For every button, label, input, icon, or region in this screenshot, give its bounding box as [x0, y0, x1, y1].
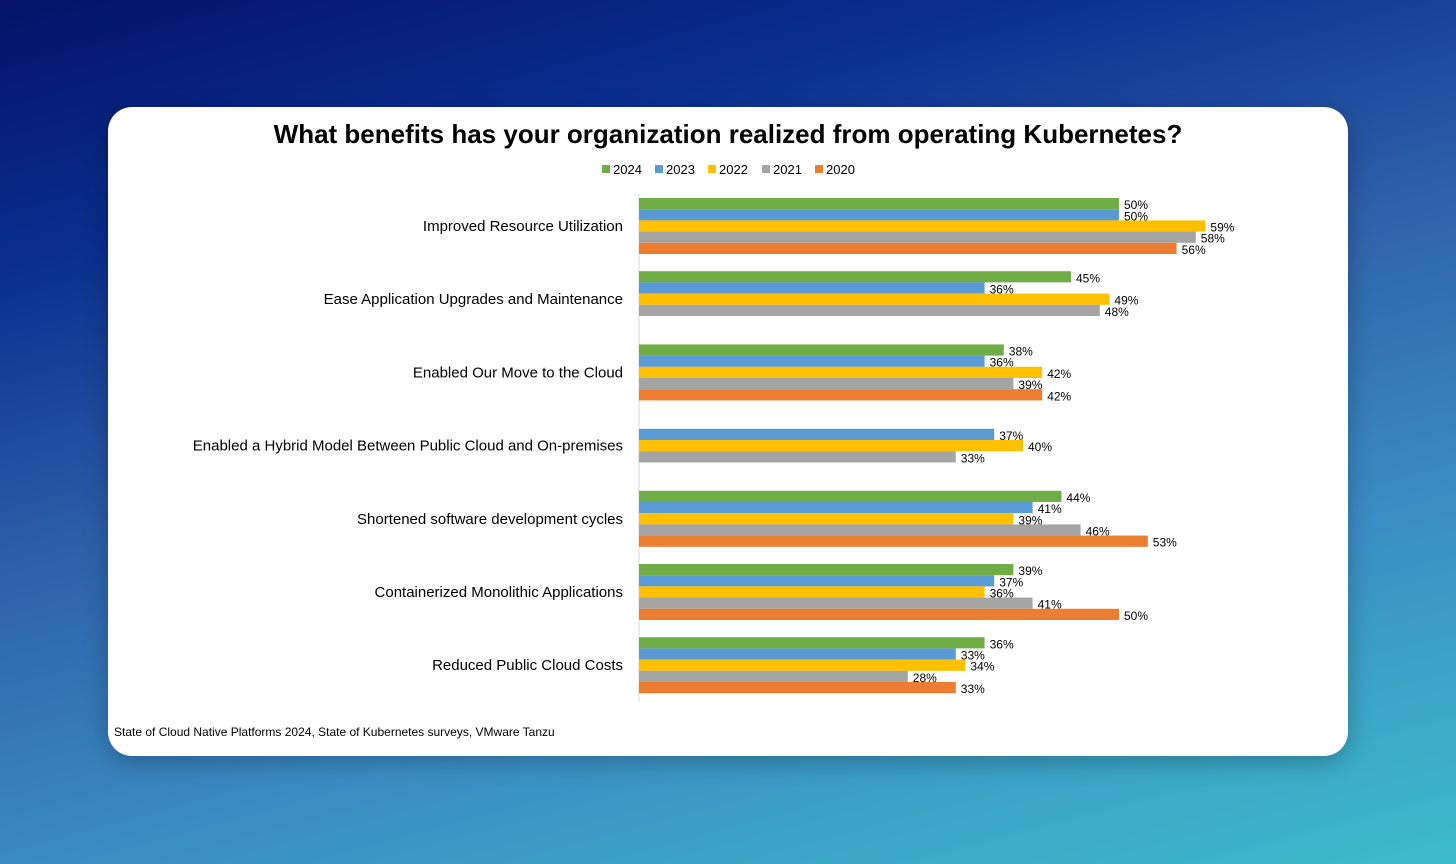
value-label: 33% — [961, 451, 985, 465]
bar-2020 — [639, 242, 1177, 254]
bar-2023 — [639, 282, 985, 294]
value-label: 44% — [1066, 491, 1090, 505]
bar-2020 — [639, 535, 1148, 547]
value-label: 53% — [1153, 536, 1177, 550]
bar-2022 — [639, 440, 1023, 452]
bars — [639, 198, 1206, 694]
bar-2021 — [639, 670, 908, 682]
value-label: 33% — [961, 682, 985, 696]
category-label: Enabled a Hybrid Model Between Public Cl… — [193, 438, 623, 455]
bar-2024 — [639, 564, 1014, 576]
value-label: 41% — [1038, 598, 1062, 612]
value-label: 38% — [1009, 345, 1033, 359]
category-label: Improved Resource Utilization — [423, 218, 623, 235]
bar-2022 — [639, 293, 1110, 305]
chart-title: What benefits has your organization real… — [274, 119, 1183, 149]
value-label: 40% — [1028, 440, 1052, 454]
bar-2023 — [639, 575, 995, 587]
bar-2022 — [639, 513, 1014, 525]
chart: What benefits has your organization real… — [114, 119, 1235, 739]
value-labels: 50%50%59%58%56%45%36%49%48%38%36%42%39%4… — [913, 198, 1235, 696]
category-labels: Improved Resource Utilization Ease Applic… — [193, 218, 623, 674]
bar-2024 — [639, 490, 1062, 502]
value-label: 33% — [961, 649, 985, 663]
value-label: 50% — [1124, 609, 1148, 623]
value-label: 36% — [990, 356, 1014, 370]
source-note: State of Cloud Native Platforms 2024, St… — [114, 725, 555, 739]
legend-swatch-2023 — [655, 165, 663, 173]
bar-2021 — [639, 304, 1100, 316]
bar-2020 — [639, 389, 1043, 401]
value-label: 36% — [990, 637, 1014, 651]
legend-swatch-2021 — [762, 165, 770, 173]
chart-card: What benefits has your organization real… — [108, 107, 1348, 756]
bar-2024 — [639, 198, 1119, 210]
bar-2021 — [639, 451, 956, 463]
value-label: 56% — [1182, 243, 1206, 257]
value-label: 50% — [1124, 198, 1148, 212]
value-label: 36% — [990, 587, 1014, 601]
value-label: 49% — [1114, 294, 1138, 308]
bar-2024 — [639, 271, 1071, 283]
value-label: 58% — [1201, 232, 1225, 246]
legend-swatch-2024 — [602, 165, 610, 173]
value-label: 50% — [1124, 209, 1148, 223]
bar-2023 — [639, 648, 956, 660]
bar-2021 — [639, 378, 1014, 390]
value-label: 37% — [999, 575, 1023, 589]
bar-2022 — [639, 659, 966, 671]
bar-2024 — [639, 344, 1004, 356]
bar-2023 — [639, 428, 995, 440]
value-label: 39% — [1018, 378, 1042, 392]
value-label: 45% — [1076, 271, 1100, 285]
bar-2024 — [639, 637, 985, 649]
value-label: 42% — [1047, 367, 1071, 381]
bar-2020 — [639, 682, 956, 694]
value-label: 34% — [970, 660, 994, 674]
bar-2021 — [639, 597, 1033, 609]
bar-2021 — [639, 524, 1081, 536]
value-label: 59% — [1210, 221, 1234, 235]
legend-swatch-2022 — [708, 165, 716, 173]
value-label: 42% — [1047, 389, 1071, 403]
legend-swatch-2020 — [815, 165, 823, 173]
category-label: Shortened software development cycles — [357, 511, 623, 528]
bar-2023 — [639, 355, 985, 367]
legend-label-2021: 2021 — [773, 162, 802, 177]
value-label: 41% — [1038, 502, 1062, 516]
category-label: Enabled Our Move to the Cloud — [413, 364, 623, 381]
bar-2023 — [639, 502, 1033, 514]
legend-label-2020: 2020 — [826, 162, 855, 177]
legend-label-2024: 2024 — [613, 162, 642, 177]
bar-2022 — [639, 366, 1043, 378]
value-label: 39% — [1018, 564, 1042, 578]
value-label: 28% — [913, 671, 937, 685]
bar-2020 — [639, 608, 1119, 620]
category-label: Ease Application Upgrades and Maintenanc… — [324, 291, 623, 308]
value-label: 46% — [1086, 525, 1110, 539]
legend-label-2022: 2022 — [719, 162, 748, 177]
legend: 2024 2023 2022 2021 2020 — [602, 162, 855, 177]
legend-label-2023: 2023 — [666, 162, 695, 177]
value-label: 48% — [1105, 305, 1129, 319]
bar-2022 — [639, 586, 985, 598]
value-label: 37% — [999, 429, 1023, 443]
bar-2023 — [639, 209, 1119, 221]
bar-2022 — [639, 220, 1206, 232]
category-label: Reduced Public Cloud Costs — [432, 657, 623, 674]
category-label: Containerized Monolithic Applications — [375, 584, 623, 601]
value-label: 36% — [990, 283, 1014, 297]
bar-2021 — [639, 231, 1196, 243]
value-label: 39% — [1018, 513, 1042, 527]
